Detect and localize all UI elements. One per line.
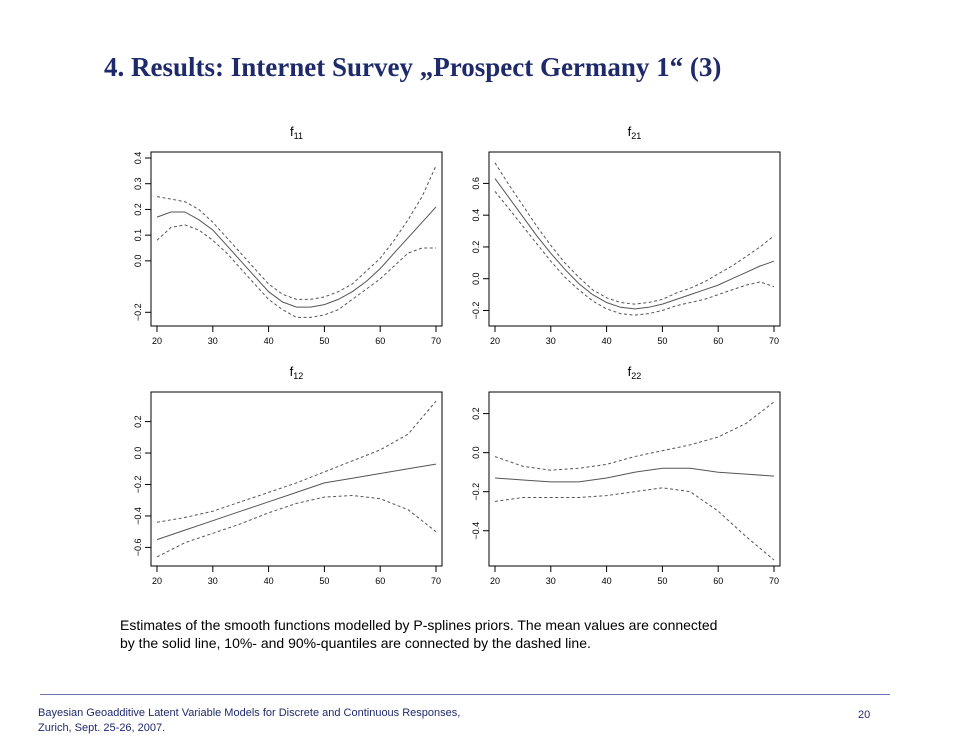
- x-tick-label: 70: [431, 576, 441, 586]
- x-tick-label: 20: [152, 336, 162, 346]
- plot-f11: f11 20 30 40 50 60 70 −0.2 0.0 0.1 0.2 0.3 0.4: [133, 124, 443, 346]
- x-tick-label: 40: [602, 576, 612, 586]
- footer-line-2: Zurich, Sept. 25-26, 2007.: [38, 722, 166, 734]
- y-tick-label: 0.1: [133, 229, 143, 242]
- x-tick-label: 70: [769, 576, 779, 586]
- x-tick-label: 60: [713, 576, 723, 586]
- y-tick-label: −0.2: [133, 476, 143, 494]
- quantile-dashed-line: [156, 165, 437, 300]
- y-tick-label: 0.6: [471, 177, 481, 190]
- x-tick-label: 20: [490, 336, 500, 346]
- x-tick-label: 60: [375, 576, 385, 586]
- plot-f21: f21 20 30 40 50 60 70 −0.2 0.0 0.2 0.4 0.6: [471, 124, 781, 346]
- footer-divider: [40, 694, 890, 695]
- x-tick-label: 30: [546, 576, 556, 586]
- y-tick-label: 0.0: [133, 255, 143, 268]
- quantile-dashed-line: [494, 401, 775, 471]
- x-tick-label: 60: [713, 336, 723, 346]
- x-tick-label: 50: [319, 336, 329, 346]
- quantile-dashed-line: [494, 487, 775, 561]
- footer-citation: Bayesian Geoadditive Latent Variable Mod…: [38, 706, 460, 736]
- quantile-dashed-line: [494, 191, 775, 316]
- plot-frame: [150, 391, 443, 567]
- x-tick-label: 30: [546, 336, 556, 346]
- figure-caption: Estimates of the smooth functions modell…: [120, 616, 840, 652]
- y-tick-label: 0.0: [471, 446, 481, 459]
- x-tick-label: 20: [490, 576, 500, 586]
- quantile-dashed-line: [156, 224, 436, 318]
- slide-title: 4. Results: Internet Survey „Prospect Ge…: [104, 52, 722, 82]
- footer-line-1: Bayesian Geoadditive Latent Variable Mod…: [38, 707, 461, 719]
- quantile-dashed-line: [494, 162, 775, 305]
- plot-title: f22: [628, 364, 642, 381]
- y-tick-label: 0.2: [471, 407, 481, 420]
- plot-title: f12: [290, 364, 304, 381]
- x-tick-label: 60: [375, 336, 385, 346]
- quantile-dashed-line: [156, 494, 437, 558]
- x-tick-label: 20: [152, 576, 162, 586]
- y-tick-label: −0.4: [471, 522, 481, 540]
- y-tick-label: −0.2: [471, 483, 481, 501]
- x-tick-label: 30: [208, 336, 218, 346]
- caption-line-1: Estimates of the smooth functions modell…: [120, 617, 718, 633]
- page-number: 20: [858, 709, 871, 721]
- plot-title: f11: [290, 124, 303, 141]
- plot-frame: [488, 391, 781, 567]
- y-tick-label: 0.0: [133, 447, 143, 460]
- y-tick-label: −0.2: [133, 303, 143, 321]
- quantile-dashed-line: [156, 400, 437, 523]
- y-tick-label: −0.4: [133, 507, 143, 525]
- plot-f12: f12 20 30 40 50 60 70 −0.6 −0.4 −0.2 0.0 0.2: [133, 364, 443, 586]
- x-tick-label: 40: [602, 336, 612, 346]
- x-tick-label: 40: [264, 576, 274, 586]
- mean-line: [494, 467, 775, 483]
- x-tick-label: 50: [657, 576, 667, 586]
- plot-frame: [150, 151, 443, 327]
- plot-f22: f22 20 30 40 50 60 70 −0.4 −0.2 0.0 0.2: [471, 364, 781, 586]
- x-tick-label: 50: [319, 576, 329, 586]
- x-tick-label: 70: [431, 336, 441, 346]
- x-tick-label: 30: [208, 576, 218, 586]
- y-tick-label: 0.4: [471, 209, 481, 222]
- plot-frame: [488, 151, 781, 327]
- y-tick-label: 0.2: [133, 203, 143, 216]
- y-tick-label: 0.2: [133, 415, 143, 428]
- x-tick-label: 40: [264, 336, 274, 346]
- mean-line: [494, 178, 775, 310]
- plot-title: f21: [628, 124, 642, 141]
- x-tick-label: 50: [657, 336, 667, 346]
- y-tick-label: 0.2: [471, 241, 481, 254]
- mean-line: [156, 463, 437, 541]
- y-tick-label: −0.2: [471, 302, 481, 320]
- x-tick-label: 70: [769, 336, 779, 346]
- caption-line-2: by the solid line, 10%- and 90%-quantile…: [120, 635, 591, 651]
- mean-line: [156, 206, 437, 308]
- y-tick-label: 0.0: [471, 272, 481, 285]
- y-tick-label: 0.3: [133, 177, 143, 190]
- y-tick-label: 0.4: [133, 152, 143, 165]
- y-tick-label: −0.6: [133, 539, 143, 557]
